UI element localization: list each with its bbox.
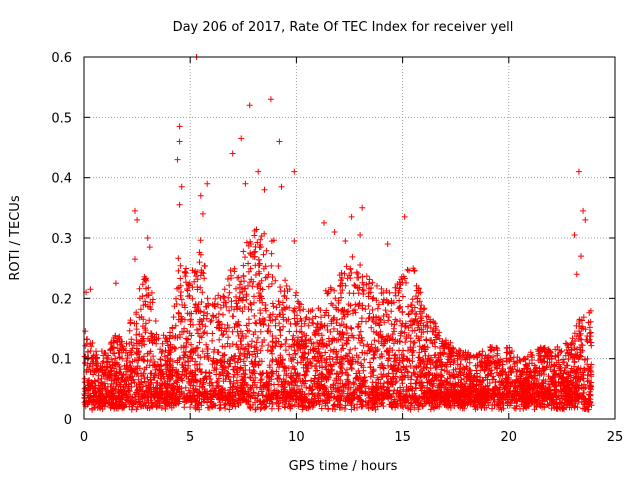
x-tick-label: 5 — [186, 430, 194, 445]
chart-title: Day 206 of 2017, Rate Of TEC Index for r… — [173, 20, 514, 35]
x-tick-label: 10 — [288, 430, 305, 445]
x-tick-label: 20 — [501, 430, 518, 445]
y-axis-label: ROTI / TECUs — [8, 195, 23, 280]
y-tick-label: 0.3 — [51, 232, 72, 247]
y-tick-label: 0.1 — [51, 353, 72, 368]
axis-ticks: 0 5 10 15 20 25 0 0.1 0.2 0.3 0.4 0.5 0.6 — [51, 51, 623, 445]
y-tick-label: 0.2 — [51, 292, 72, 307]
x-axis-label: GPS time / hours — [289, 459, 398, 474]
y-tick-label: 0.6 — [51, 51, 72, 66]
grid-lines — [84, 57, 615, 419]
y-tick-label: 0.4 — [51, 172, 72, 187]
x-tick-label: 15 — [394, 430, 411, 445]
data-points — [81, 54, 595, 413]
x-tick-label: 0 — [80, 430, 88, 445]
y-tick-label: 0 — [64, 413, 72, 428]
y-tick-label: 0.5 — [51, 111, 72, 126]
x-tick-label: 25 — [607, 430, 624, 445]
roti-point-markers — [81, 54, 595, 413]
